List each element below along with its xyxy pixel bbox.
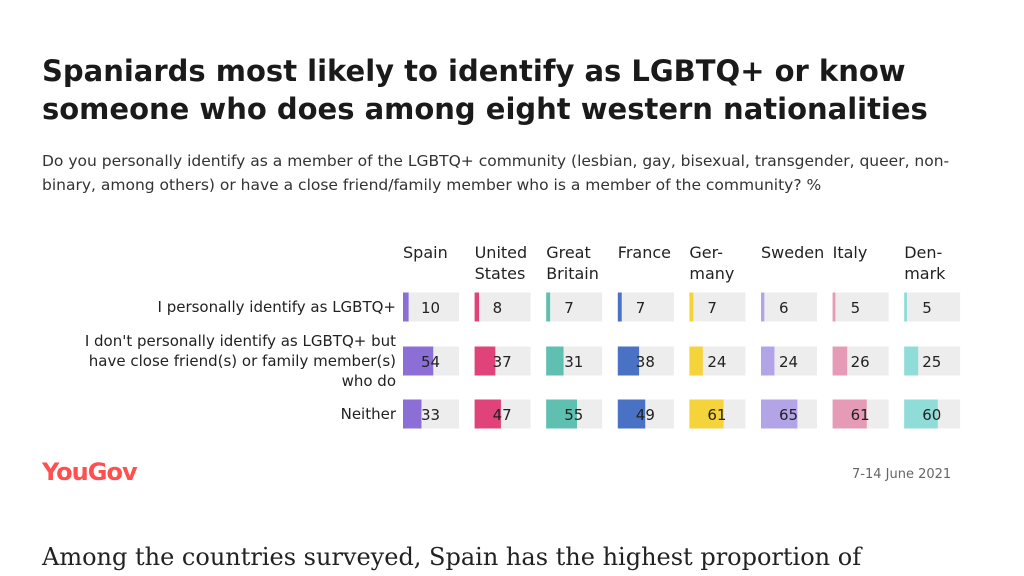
- value-label-2-4: 61: [707, 406, 726, 424]
- value-label-2-5: 65: [779, 406, 798, 424]
- chart-title: Spaniards most likely to identify as LGB…: [42, 54, 928, 126]
- bar-0-0: [403, 292, 409, 322]
- chart-subtitle: Do you personally identify as a member o…: [42, 152, 950, 194]
- value-label-0-7: 5: [922, 299, 932, 317]
- column-header-6: Italy: [833, 243, 868, 262]
- column-header-3: France: [618, 243, 671, 262]
- cell-bg-0-3: [617, 292, 674, 322]
- column-header-0: Spain: [403, 243, 448, 262]
- cell-bg-0-0: [403, 292, 459, 322]
- value-label-1-7: 25: [922, 353, 941, 371]
- value-label-1-1: 37: [493, 353, 512, 371]
- value-label-0-6: 5: [851, 299, 861, 317]
- row-label-0: I personally identify as LGBTQ+: [158, 298, 397, 316]
- bar-1-4: [689, 346, 703, 376]
- cell-bg-0-2: [546, 292, 603, 322]
- value-label-0-4: 7: [707, 299, 717, 317]
- bar-0-7: [904, 292, 907, 322]
- bar-0-1: [474, 292, 480, 322]
- bar-2-7: [904, 399, 938, 429]
- bar-1-3: [617, 346, 640, 376]
- value-label-2-0: 33: [421, 406, 440, 424]
- value-label-1-6: 26: [851, 353, 870, 371]
- value-label-1-3: 38: [636, 353, 655, 371]
- row-label-2: Neither: [341, 405, 397, 423]
- bar-2-4: [689, 399, 724, 429]
- survey-date: 7-14 June 2021: [852, 467, 952, 482]
- bar-2-0: [403, 399, 422, 429]
- bar-0-3: [617, 292, 622, 322]
- value-label-2-7: 60: [922, 406, 941, 424]
- column-header-5: Sweden: [761, 243, 824, 262]
- column-header-4: Ger-many: [689, 243, 734, 283]
- value-label-2-6: 61: [851, 406, 870, 424]
- bar-1-2: [546, 346, 564, 376]
- value-label-2-1: 47: [493, 406, 512, 424]
- value-label-1-0: 54: [421, 353, 440, 371]
- bar-1-6: [832, 346, 848, 376]
- cell-bg-0-6: [832, 292, 889, 322]
- cell-bg-0-1: [474, 292, 531, 322]
- bar-1-5: [761, 346, 775, 376]
- column-header-7: Den-mark: [904, 243, 946, 283]
- cell-bg-0-4: [689, 292, 746, 322]
- bar-2-3: [617, 399, 646, 429]
- bar-1-7: [904, 346, 919, 376]
- value-label-1-4: 24: [707, 353, 726, 371]
- row-label-1: I don't personally identify as LGBTQ+ bu…: [85, 332, 396, 390]
- value-label-2-2: 55: [564, 406, 583, 424]
- value-label-0-2: 7: [564, 299, 574, 317]
- value-label-0-1: 8: [493, 299, 503, 317]
- value-label-0-3: 7: [636, 299, 646, 317]
- bar-0-4: [689, 292, 694, 322]
- bar-2-2: [546, 399, 577, 429]
- value-label-0-0: 10: [421, 299, 440, 317]
- article-text: Among the countries surveyed, Spain has …: [42, 543, 862, 571]
- cell-bg-0-7: [904, 292, 961, 322]
- bar-0-2: [546, 292, 551, 322]
- bar-2-6: [832, 399, 867, 429]
- yougov-logo: YouGov: [42, 458, 138, 486]
- bar-1-0: [403, 346, 434, 376]
- bar-2-5: [761, 399, 798, 429]
- value-label-1-5: 24: [779, 353, 798, 371]
- column-header-1: United States: [475, 243, 528, 283]
- bar-0-6: [832, 292, 836, 322]
- value-label-0-5: 6: [779, 299, 789, 317]
- value-label-2-3: 49: [636, 406, 655, 424]
- bar-2-1: [474, 399, 501, 429]
- cell-bg-0-5: [761, 292, 817, 322]
- column-header-2: Great Britain: [546, 243, 599, 283]
- value-label-1-2: 31: [564, 353, 583, 371]
- bar-0-5: [761, 292, 765, 322]
- bar-1-1: [474, 346, 496, 376]
